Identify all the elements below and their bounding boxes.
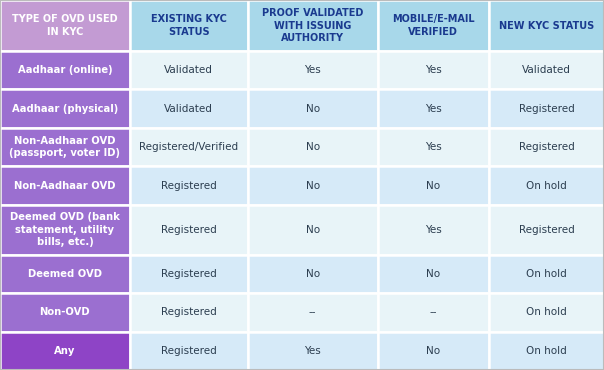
Text: Non-Aadhaar OVD: Non-Aadhaar OVD: [14, 181, 116, 191]
Bar: [0, 205, 130, 255]
Bar: [378, 51, 489, 90]
Text: No: No: [306, 269, 320, 279]
Text: No: No: [426, 346, 440, 356]
Text: Registered: Registered: [161, 269, 217, 279]
Bar: [0, 90, 130, 128]
Bar: [378, 128, 489, 166]
Bar: [248, 166, 378, 205]
Text: MOBILE/E-MAIL
VERIFIED: MOBILE/E-MAIL VERIFIED: [392, 14, 475, 37]
Bar: [130, 255, 248, 293]
Bar: [489, 51, 604, 90]
Bar: [0, 0, 130, 51]
Text: Deemed OVD (bank
statement, utility
bills, etc.): Deemed OVD (bank statement, utility bill…: [10, 212, 120, 247]
Text: Registered: Registered: [161, 181, 217, 191]
Text: Registered: Registered: [519, 225, 574, 235]
Bar: [130, 166, 248, 205]
Bar: [489, 0, 604, 51]
Text: On hold: On hold: [526, 269, 567, 279]
Bar: [0, 255, 130, 293]
Text: Validated: Validated: [164, 65, 213, 75]
Bar: [378, 293, 489, 332]
Bar: [489, 205, 604, 255]
Text: Aadhaar (online): Aadhaar (online): [18, 65, 112, 75]
Text: Yes: Yes: [304, 65, 321, 75]
Bar: [0, 332, 130, 370]
Bar: [489, 90, 604, 128]
Text: Deemed OVD: Deemed OVD: [28, 269, 102, 279]
Text: --: --: [309, 307, 316, 317]
Text: No: No: [306, 181, 320, 191]
Text: Registered: Registered: [519, 104, 574, 114]
Text: Registered: Registered: [161, 346, 217, 356]
Bar: [130, 90, 248, 128]
Text: TYPE OF OVD USED
IN KYC: TYPE OF OVD USED IN KYC: [12, 14, 118, 37]
Text: Non-OVD: Non-OVD: [40, 307, 90, 317]
Text: Any: Any: [54, 346, 76, 356]
Bar: [489, 293, 604, 332]
Bar: [248, 0, 378, 51]
Bar: [248, 205, 378, 255]
Bar: [130, 51, 248, 90]
Bar: [378, 255, 489, 293]
Text: --: --: [429, 307, 437, 317]
Bar: [0, 128, 130, 166]
Bar: [378, 0, 489, 51]
Text: No: No: [426, 269, 440, 279]
Bar: [378, 332, 489, 370]
Bar: [0, 166, 130, 205]
Bar: [248, 293, 378, 332]
Text: No: No: [426, 181, 440, 191]
Bar: [130, 0, 248, 51]
Text: Non-Aadhaar OVD
(passport, voter ID): Non-Aadhaar OVD (passport, voter ID): [10, 136, 120, 158]
Text: Registered: Registered: [161, 307, 217, 317]
Bar: [489, 166, 604, 205]
Bar: [0, 51, 130, 90]
Bar: [130, 293, 248, 332]
Bar: [489, 332, 604, 370]
Bar: [248, 332, 378, 370]
Text: Registered: Registered: [519, 142, 574, 152]
Text: Validated: Validated: [522, 65, 571, 75]
Text: Yes: Yes: [425, 225, 442, 235]
Text: On hold: On hold: [526, 346, 567, 356]
Text: On hold: On hold: [526, 181, 567, 191]
Text: Yes: Yes: [425, 104, 442, 114]
Bar: [378, 90, 489, 128]
Text: NEW KYC STATUS: NEW KYC STATUS: [499, 20, 594, 31]
Text: Yes: Yes: [425, 65, 442, 75]
Text: Validated: Validated: [164, 104, 213, 114]
Text: On hold: On hold: [526, 307, 567, 317]
Text: Registered: Registered: [161, 225, 217, 235]
Bar: [130, 128, 248, 166]
Bar: [378, 166, 489, 205]
Text: Aadhaar (physical): Aadhaar (physical): [12, 104, 118, 114]
Bar: [489, 128, 604, 166]
Bar: [378, 205, 489, 255]
Text: PROOF VALIDATED
WITH ISSUING
AUTHORITY: PROOF VALIDATED WITH ISSUING AUTHORITY: [262, 8, 363, 43]
Text: Registered/Verified: Registered/Verified: [139, 142, 239, 152]
Bar: [130, 332, 248, 370]
Bar: [248, 128, 378, 166]
Text: Yes: Yes: [304, 346, 321, 356]
Text: No: No: [306, 104, 320, 114]
Text: EXISTING KYC
STATUS: EXISTING KYC STATUS: [151, 14, 226, 37]
Bar: [248, 51, 378, 90]
Text: No: No: [306, 225, 320, 235]
Text: No: No: [306, 142, 320, 152]
Bar: [0, 293, 130, 332]
Bar: [489, 255, 604, 293]
Bar: [130, 205, 248, 255]
Bar: [248, 90, 378, 128]
Text: Yes: Yes: [425, 142, 442, 152]
Bar: [248, 255, 378, 293]
